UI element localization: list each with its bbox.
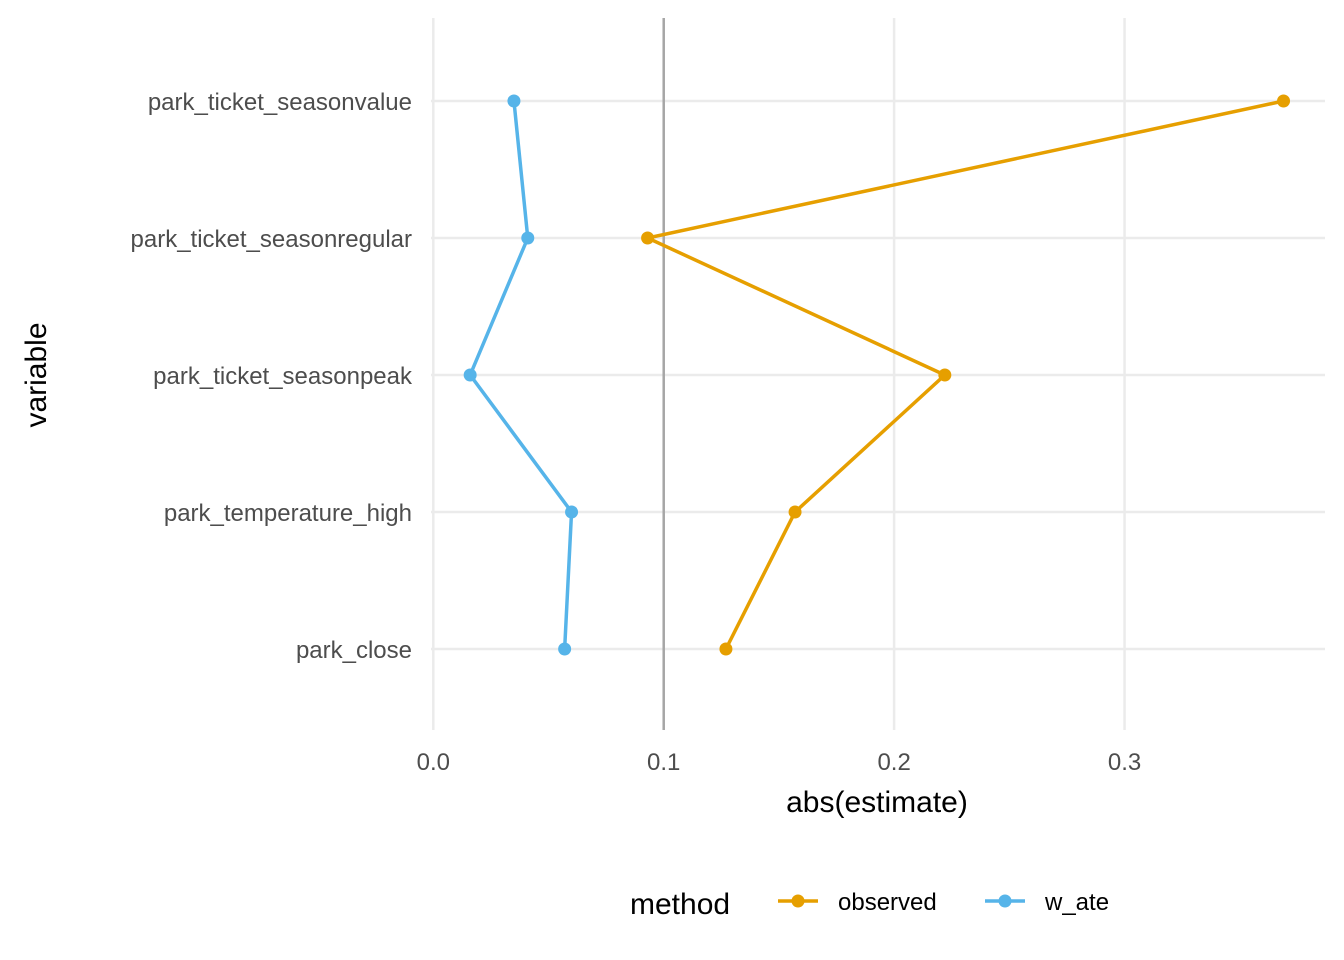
point-w_ate: [558, 642, 572, 656]
x-tick-labels: 0.0 0.1 0.2 0.3: [417, 749, 1142, 776]
legend-key-point-observed: [791, 894, 805, 908]
point-observed: [938, 368, 952, 382]
legend-label-w_ate: w_ate: [1044, 889, 1109, 916]
point-observed: [1277, 94, 1291, 108]
legend: method observed w_ate: [630, 888, 1109, 921]
point-w_ate: [463, 368, 477, 382]
x-axis-title: abs(estimate): [786, 786, 968, 819]
legend-label-observed: observed: [838, 889, 937, 916]
x-tick-label: 0.3: [1108, 749, 1141, 776]
point-observed: [788, 505, 802, 519]
x-tick-label: 0.0: [417, 749, 450, 776]
y-axis-title: variable: [20, 322, 53, 427]
y-tick-label: park_temperature_high: [164, 500, 412, 527]
point-observed: [641, 231, 655, 245]
point-w_ate: [565, 505, 579, 519]
y-tick-label: park_ticket_seasonpeak: [153, 363, 413, 390]
y-tick-label: park_ticket_seasonregular: [131, 226, 413, 253]
y-tick-label: park_close: [296, 637, 412, 664]
legend-title: method: [630, 888, 730, 921]
point-observed: [719, 642, 733, 656]
x-tick-label: 0.1: [647, 749, 680, 776]
point-w_ate: [521, 231, 535, 245]
y-tick-label: park_ticket_seasonvalue: [148, 89, 412, 116]
legend-key-point-w_ate: [998, 894, 1012, 908]
y-tick-labels: park_ticket_seasonvalue park_ticket_seaso…: [131, 89, 413, 664]
series-layer: [463, 94, 1291, 656]
point-w_ate: [507, 94, 521, 108]
x-tick-label: 0.2: [877, 749, 910, 776]
